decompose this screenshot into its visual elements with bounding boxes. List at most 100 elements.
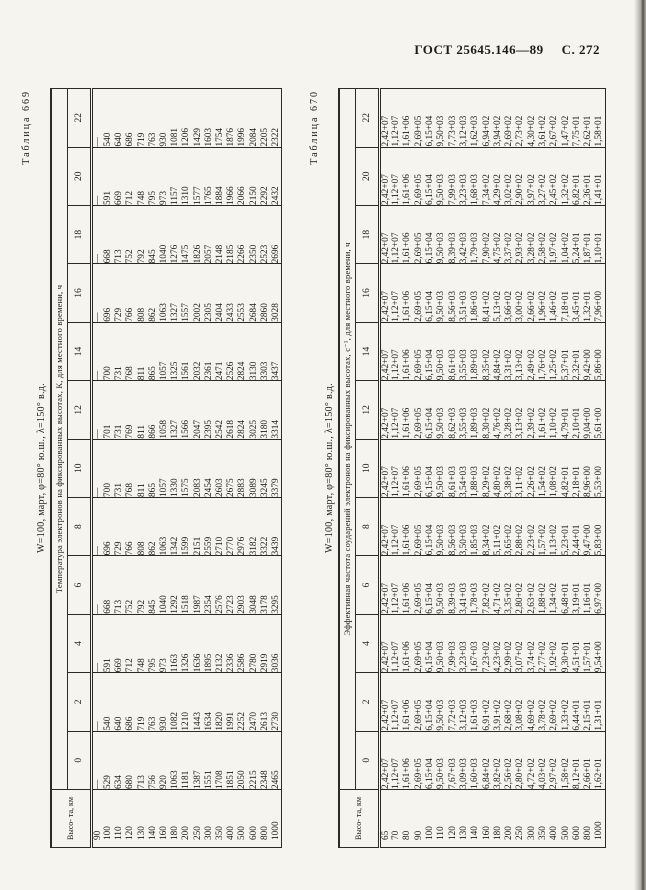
value-cell: 3036 [270, 614, 282, 673]
value-cell: 1,31+01 [593, 672, 606, 732]
value-cell: 5,61+00 [593, 380, 606, 440]
value-cell: — [91, 147, 103, 206]
value-cell: 2,42+07 [379, 322, 391, 381]
value-cell: 7,96+00 [593, 263, 606, 323]
value-cell: 1577 [192, 147, 204, 206]
value-cell: 748 [136, 614, 148, 673]
value-cell: 701 [102, 380, 114, 440]
value-cell: 4,80+02 [492, 439, 504, 498]
value-cell: 1206 [180, 88, 192, 148]
value-cell: 973 [158, 614, 170, 673]
value-cell: 1,89+03 [469, 380, 481, 440]
height-cell: 90 [91, 789, 103, 848]
value-cell: 1987 [192, 555, 204, 615]
value-cell: 1966 [225, 147, 237, 206]
value-cell: — [91, 614, 103, 673]
value-cell: 2,56+02 [503, 731, 515, 790]
value-cell: 7,18+01 [559, 263, 572, 323]
hour-header-cell: 14 [67, 322, 91, 381]
value-cell: 1,12+07 [390, 497, 402, 556]
height-cell: 100 [102, 789, 114, 848]
value-cell: 1292 [169, 555, 181, 615]
value-cell: 2883 [236, 439, 248, 498]
value-cell: 1,57+01 [582, 614, 594, 673]
value-cell: 2559 [203, 497, 215, 556]
table-row: 1000 1,62+01 1,31+01 9,54+00 6,97+00 5,83+00 5… [593, 88, 606, 848]
value-cell: 9,42+00 [582, 322, 594, 381]
value-cell: 1,61+06 [401, 88, 414, 148]
value-cell: 2032 [192, 322, 204, 381]
value-cell: 1820 [214, 672, 226, 732]
value-cell: 1636 [192, 614, 204, 673]
value-cell: 1063 [169, 731, 181, 790]
value-cell: 1,96+02 [537, 263, 549, 323]
hour-header-cell: 8 [355, 497, 379, 556]
value-cell: 1327 [169, 380, 181, 440]
value-cell: 7,23+02 [480, 614, 493, 673]
value-cell: 4,51+01 [571, 614, 583, 673]
value-cell: 3,28+02 [503, 380, 515, 440]
value-cell: 3182 [247, 497, 260, 556]
value-cell: 713 [113, 555, 125, 615]
value-cell: 9,30+01 [559, 614, 572, 673]
height-cell: 110 [435, 789, 447, 848]
table-row: 100 529 540 591 668 696 700 701 700 696 668 591 540 [102, 88, 114, 848]
value-cell: 2613 [259, 672, 271, 732]
value-cell: 2684 [247, 263, 260, 323]
height-cell: 300 [203, 789, 215, 848]
hour-header-cell: 4 [355, 614, 379, 673]
height-cell: 250 [514, 789, 527, 848]
table-row: 200 2,56+02 2,68+02 2,99+02 3,35+02 3,65+02 3,… [503, 88, 515, 848]
table-span-header: Температура электронов на фиксированных … [51, 88, 67, 790]
height-cell: 350 [214, 789, 226, 848]
value-cell: 7,34+02 [480, 147, 493, 206]
value-cell: 1,92+02 [548, 614, 560, 673]
height-cell: 500 [236, 789, 248, 848]
value-cell: 1754 [214, 88, 226, 148]
height-cell: 130 [458, 789, 470, 848]
value-cell: 1063 [158, 497, 170, 556]
value-cell: 3314 [270, 380, 282, 440]
value-cell: 3,37+02 [503, 205, 515, 264]
value-cell: 811 [136, 439, 148, 498]
hours-header-row: 0 2 4 6 8 10 12 14 16 18 20 22 [355, 88, 379, 848]
value-cell: 1,12+07 [390, 380, 402, 440]
table-row: 70 1,12+07 1,12+07 1,12+07 1,12+07 1,12+07 1,1… [390, 88, 402, 848]
hour-header-cell: 12 [355, 380, 379, 440]
table-row: 800 2,66+01 2,15+01 1,57+01 1,16+01 9,47+00 8,… [582, 88, 594, 848]
value-cell: 1,67+03 [469, 614, 481, 673]
value-cell: 2047 [192, 380, 204, 440]
value-cell: 3,54+03 [458, 439, 470, 498]
table-row: 140 756 763 795 845 862 865 866 865 862 845 795 763 [147, 88, 159, 848]
value-cell: 3,50+03 [458, 497, 470, 556]
value-cell: 2,69+05 [413, 672, 425, 732]
value-cell: 3,97+02 [526, 147, 538, 206]
value-cell: 1475 [180, 205, 192, 264]
table-row: 600 2215 2470 2780 3048 3182 3089 3025 3130 2684 2… [247, 88, 260, 848]
value-cell: 2,73+02 [514, 88, 527, 148]
value-cell: — [91, 497, 103, 556]
value-cell: 1057 [158, 439, 170, 498]
value-cell: 686 [124, 672, 137, 732]
value-cell: — [91, 263, 103, 323]
value-cell: 680 [124, 731, 137, 790]
value-cell: 1276 [169, 205, 181, 264]
value-cell: 640 [113, 672, 125, 732]
value-cell: 2066 [236, 147, 248, 206]
value-cell: 713 [113, 205, 125, 264]
value-cell: 9,50+03 [435, 497, 447, 556]
value-cell: 3,31+02 [503, 322, 515, 381]
value-cell: 640 [113, 88, 125, 148]
value-cell: 719 [136, 88, 148, 148]
value-cell: 1063 [158, 263, 170, 323]
height-cell: 120 [124, 789, 137, 848]
value-cell: 2,93+02 [514, 205, 527, 264]
value-cell: 3178 [259, 555, 271, 615]
value-cell: 3,19+01 [571, 555, 583, 615]
value-cell: 3,41+03 [458, 555, 470, 615]
hour-header-cell: 10 [67, 439, 91, 498]
value-cell: 2,45+02 [548, 147, 560, 206]
value-cell: 1,76+02 [537, 322, 549, 381]
table-row: 180 1063 1082 1163 1292 1342 1330 1327 1325 1327 1… [169, 88, 181, 848]
